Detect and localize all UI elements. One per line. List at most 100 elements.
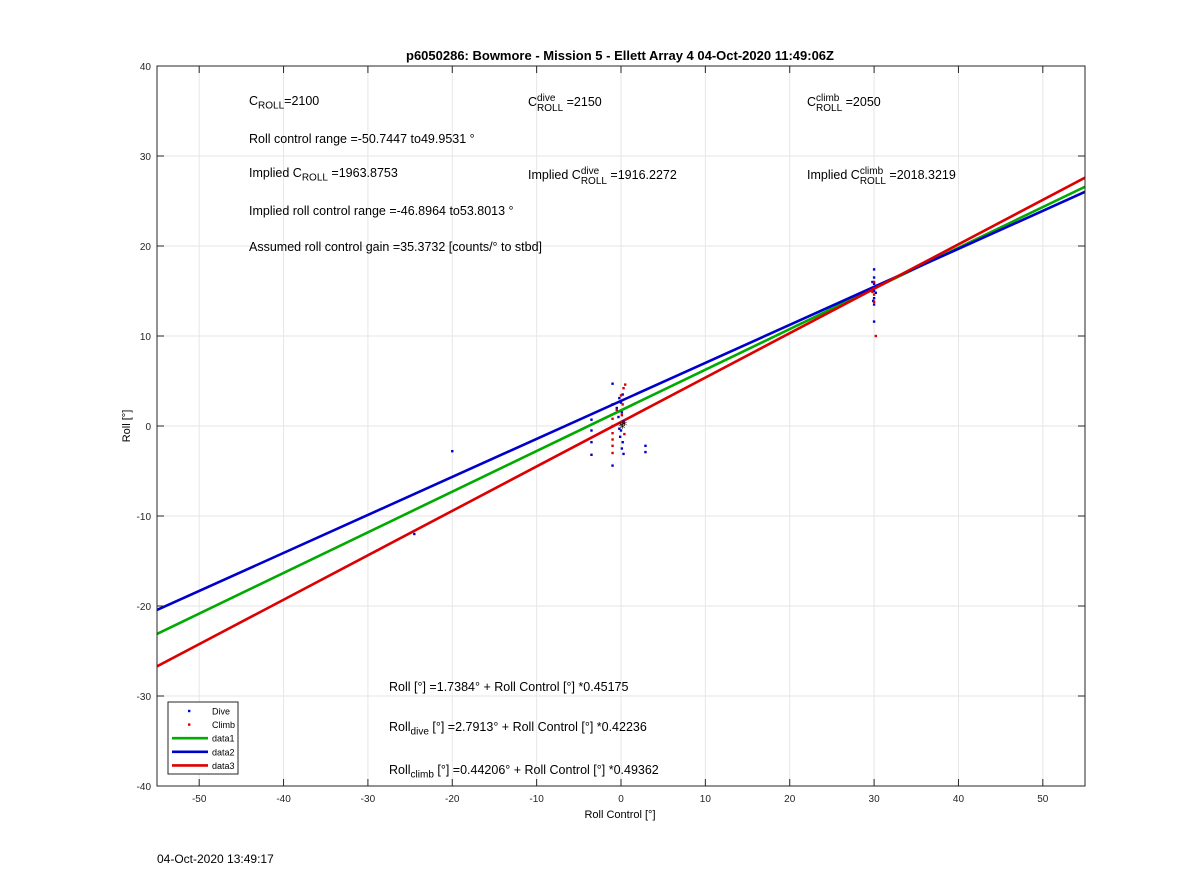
marker-point: * bbox=[618, 420, 624, 433]
footer-timestamp: 04-Oct-2020 13:49:17 bbox=[157, 852, 274, 866]
legend-label: data1 bbox=[212, 734, 235, 744]
y-tick-label: -40 bbox=[137, 782, 152, 793]
point-climb bbox=[620, 414, 624, 417]
x-tick-label: 20 bbox=[784, 794, 796, 805]
chart-title: p6050286: Bowmore - Mission 5 - Ellett A… bbox=[406, 48, 834, 63]
marker-point: * bbox=[622, 419, 628, 432]
point-climb bbox=[611, 424, 614, 428]
legend-marker-dive bbox=[188, 709, 191, 713]
y-tick-label: 20 bbox=[140, 242, 152, 253]
point-dive bbox=[590, 441, 593, 444]
point-dive bbox=[618, 435, 622, 438]
point-climb bbox=[872, 287, 876, 290]
point-climb bbox=[622, 422, 625, 425]
point-dive bbox=[621, 441, 624, 444]
point-dive bbox=[619, 429, 623, 432]
point-climb bbox=[622, 387, 625, 390]
point-dive bbox=[618, 396, 621, 400]
legend-marker-climb bbox=[188, 723, 191, 726]
x-tick-label: -10 bbox=[529, 794, 544, 805]
point-dive bbox=[619, 401, 623, 404]
y-tick-label: -30 bbox=[137, 692, 152, 703]
x-tick-label: 50 bbox=[1037, 794, 1049, 805]
point-dive bbox=[590, 453, 593, 456]
legend-label: Climb bbox=[212, 720, 235, 730]
point-dive bbox=[615, 406, 618, 410]
point-climb bbox=[871, 290, 874, 294]
x-tick-label: -50 bbox=[192, 794, 207, 805]
point-climb bbox=[624, 383, 627, 386]
point-dive bbox=[620, 411, 624, 414]
x-tick-label: 0 bbox=[618, 794, 624, 805]
x-tick-label: -20 bbox=[445, 794, 460, 805]
legend-label: data3 bbox=[212, 761, 235, 771]
y-axis-label: Roll [°] bbox=[121, 410, 133, 443]
point-dive bbox=[618, 427, 621, 430]
point-dive bbox=[611, 464, 614, 467]
point-climb bbox=[872, 293, 876, 296]
point-dive bbox=[872, 289, 876, 293]
point-climb bbox=[621, 403, 624, 406]
y-tick-label: -20 bbox=[137, 602, 152, 613]
fit-climb-equation: Rollclimb [°] =0.44206° + Roll Control [… bbox=[389, 763, 659, 781]
fit-line-data2 bbox=[157, 190, 1085, 612]
x-tick-label: 10 bbox=[700, 794, 712, 805]
x-axis-label: Roll Control [°] bbox=[584, 809, 655, 821]
point-climb bbox=[619, 394, 623, 397]
axes: -50 -40 -30 -20 -10 0 10 20 30 40 50 -40 -30 -20 -10 0 1… bbox=[137, 62, 1086, 805]
point-dive bbox=[872, 282, 876, 285]
implied-range-annotation: Implied roll control range =-46.8964 to5… bbox=[249, 204, 514, 218]
roll-control-range-annotation: Roll control range =-50.7447 to49.9531 ° bbox=[249, 132, 475, 146]
y-tick-label: -10 bbox=[137, 512, 152, 523]
point-dive bbox=[622, 452, 625, 456]
point-dive bbox=[872, 268, 876, 271]
point-dive bbox=[611, 403, 614, 406]
marker-point: * bbox=[620, 422, 626, 435]
y-tick-label: 10 bbox=[140, 332, 152, 343]
point-dive bbox=[872, 320, 876, 323]
point-dive bbox=[872, 276, 876, 279]
point-dive bbox=[620, 447, 624, 450]
point-climb bbox=[611, 417, 614, 420]
x-tick-label: -30 bbox=[361, 794, 376, 805]
point-dive bbox=[617, 415, 620, 419]
point-dive bbox=[413, 532, 416, 536]
point-dive bbox=[872, 303, 876, 306]
y-tick-label: 40 bbox=[140, 62, 152, 73]
point-climb bbox=[874, 334, 877, 338]
point-dive bbox=[871, 280, 874, 284]
point-dive bbox=[590, 429, 593, 432]
legend: Dive Climb data1 data2 data3 bbox=[167, 701, 239, 775]
x-tick-label: 30 bbox=[869, 794, 881, 805]
x-tick-label: 40 bbox=[953, 794, 965, 805]
point-climb bbox=[611, 438, 614, 441]
y-tick-label: 0 bbox=[145, 422, 151, 433]
point-climb bbox=[611, 451, 614, 455]
plot-area: *** bbox=[157, 176, 1085, 668]
point-dive bbox=[451, 450, 454, 453]
point-dive bbox=[644, 444, 647, 447]
implied-c-roll-annotation: Implied CROLL =1963.8753 bbox=[249, 166, 398, 184]
point-climb bbox=[611, 444, 614, 447]
y-tick-label: 30 bbox=[140, 152, 152, 163]
legend-label: Dive bbox=[212, 707, 230, 717]
fit-line-data3 bbox=[157, 176, 1085, 668]
assumed-gain-annotation: Assumed roll control gain =35.3732 [coun… bbox=[249, 240, 543, 254]
point-climb bbox=[615, 408, 618, 411]
point-climb bbox=[872, 280, 876, 284]
point-dive bbox=[874, 291, 877, 294]
point-dive bbox=[622, 420, 625, 423]
legend-label: data2 bbox=[212, 747, 235, 757]
x-tick-label: -40 bbox=[276, 794, 291, 805]
point-dive bbox=[611, 382, 614, 385]
point-climb bbox=[872, 300, 876, 303]
fit-all-equation: Roll [°] =1.7384° + Roll Control [°] *0.… bbox=[389, 680, 629, 694]
point-dive bbox=[644, 450, 647, 454]
point-dive bbox=[621, 393, 624, 396]
